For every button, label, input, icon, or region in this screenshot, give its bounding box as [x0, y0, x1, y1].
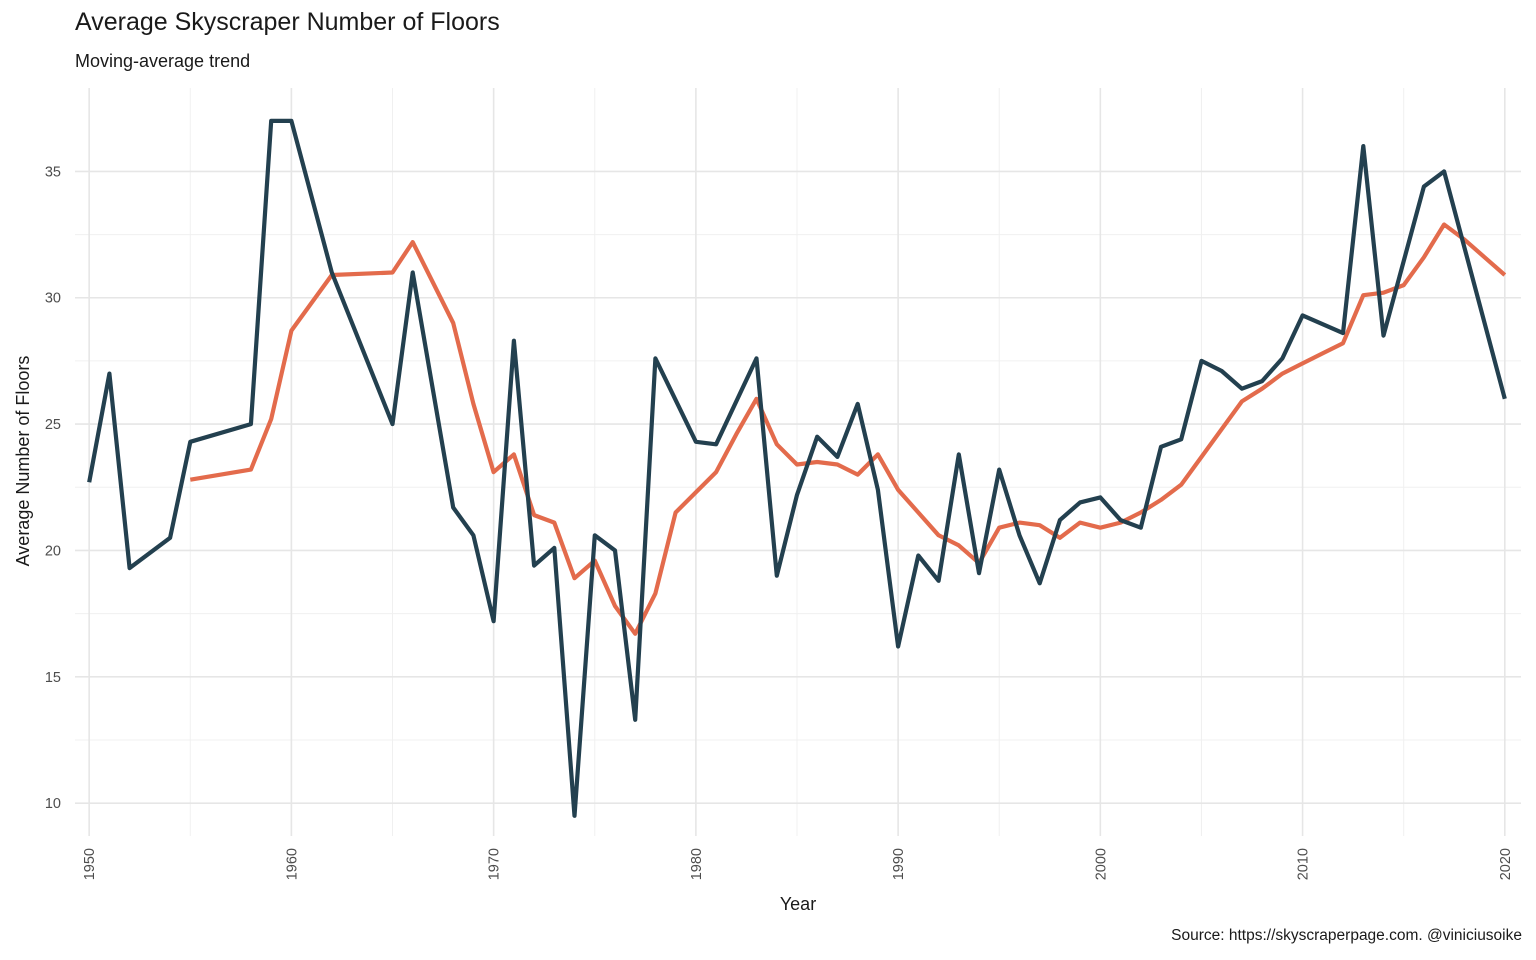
- x-tick-label: 1990: [891, 848, 907, 880]
- chart-subtitle: Moving-average trend: [75, 51, 251, 71]
- series-layer: [87, 118, 1507, 818]
- y-tick-label: 10: [45, 796, 61, 812]
- series-line-annual-average: [87, 118, 1507, 818]
- y-tick-label: 25: [45, 417, 61, 433]
- x-tick-label: 1970: [487, 848, 503, 880]
- chart-title: Average Skyscraper Number of Floors: [75, 8, 500, 36]
- y-tick-label: 30: [45, 291, 61, 307]
- x-tick-labels: 1950 1960 1970 1980 1990 2000 2010 2020: [82, 848, 1514, 880]
- y-tick-label: 35: [45, 164, 61, 180]
- chart-caption: Source: https://skyscraperpage.com. @vin…: [1171, 927, 1522, 944]
- x-tick-label: 2020: [1498, 848, 1514, 880]
- x-tick-label: 1960: [284, 848, 300, 880]
- grid-lines: [75, 88, 1521, 836]
- y-tick-labels: 10 15 20 25 30 35: [45, 164, 61, 812]
- x-axis-title: Year: [780, 894, 816, 914]
- x-tick-label: 1950: [82, 848, 98, 880]
- x-tick-label: 2000: [1093, 848, 1109, 880]
- y-axis-title: Average Number of Floors: [13, 356, 33, 567]
- y-tick-label: 15: [45, 670, 61, 686]
- x-tick-label: 2010: [1296, 848, 1312, 880]
- x-tick-label: 1980: [689, 848, 705, 880]
- y-tick-label: 20: [45, 543, 61, 559]
